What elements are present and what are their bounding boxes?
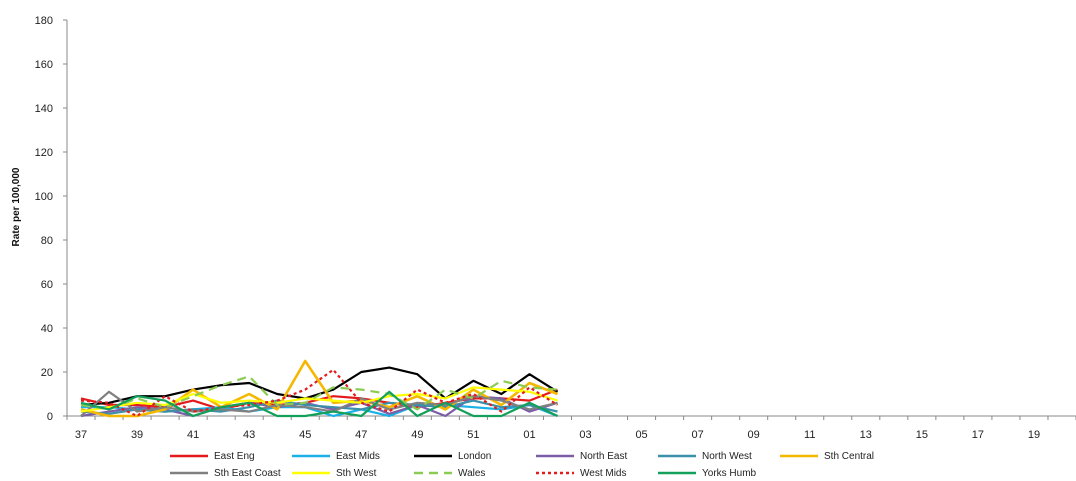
x-tick-label: 39 bbox=[131, 429, 143, 441]
x-tick-label: 43 bbox=[243, 429, 255, 441]
legend-label: West Mids bbox=[580, 468, 627, 479]
legend-label: Wales bbox=[458, 468, 485, 479]
x-tick-label: 37 bbox=[75, 429, 87, 441]
x-tick-label: 01 bbox=[523, 429, 535, 441]
y-tick-label: 0 bbox=[47, 411, 53, 423]
x-tick-label: 15 bbox=[916, 429, 928, 441]
series-line-sth-east-coast bbox=[80, 390, 558, 417]
legend-label: Sth West bbox=[336, 468, 377, 479]
legend-label: North East bbox=[580, 451, 627, 462]
x-tick-label: 45 bbox=[299, 429, 311, 441]
series-line-yorks-humb bbox=[80, 390, 558, 418]
y-tick-label: 20 bbox=[41, 367, 53, 379]
x-tick-label: 03 bbox=[579, 429, 591, 441]
y-axis-label: Rate per 100,000 bbox=[11, 167, 22, 246]
legend-label: London bbox=[458, 451, 491, 462]
legend-label: North West bbox=[702, 451, 752, 462]
x-tick-label: 17 bbox=[972, 429, 984, 441]
y-tick-label: 120 bbox=[35, 147, 53, 159]
y-tick-label: 100 bbox=[35, 191, 53, 203]
series-line-sth-central bbox=[80, 359, 558, 418]
x-tick-label: 13 bbox=[860, 429, 872, 441]
y-tick-label: 60 bbox=[41, 279, 53, 291]
y-tick-label: 40 bbox=[41, 323, 53, 335]
legend-label: Yorks Humb bbox=[702, 468, 757, 479]
x-tick-label: 51 bbox=[467, 429, 479, 441]
x-tick-label: 05 bbox=[635, 429, 647, 441]
x-tick-label: 11 bbox=[804, 429, 815, 441]
y-axis-ticks: 0 20 40 60 80 100 120 140 160 180 bbox=[35, 15, 67, 423]
x-tick-label: 49 bbox=[411, 429, 423, 441]
legend-label: Sth Central bbox=[824, 451, 874, 462]
x-tick-label: 09 bbox=[748, 429, 760, 441]
y-tick-label: 80 bbox=[41, 235, 53, 247]
legend-label: East Eng bbox=[214, 451, 255, 462]
x-tick-label: 41 bbox=[187, 429, 199, 441]
series-layer bbox=[80, 359, 559, 418]
y-tick-label: 180 bbox=[35, 15, 53, 27]
y-tick-label: 140 bbox=[35, 103, 53, 115]
x-tick-label: 19 bbox=[1028, 429, 1040, 441]
x-tick-label: 47 bbox=[355, 429, 367, 441]
legend-label: Sth East Coast bbox=[214, 468, 281, 479]
y-tick-label: 160 bbox=[35, 59, 53, 71]
series-line-wales bbox=[80, 375, 558, 411]
x-tick-label: 07 bbox=[692, 429, 704, 441]
legend: East Eng East Mids London North East North W… bbox=[170, 451, 874, 479]
x-axis-ticks: 37 39 41 43 45 47 49 51 01 03 05 07 09 11 13 15 17 19 bbox=[66, 416, 1076, 441]
legend-label: East Mids bbox=[336, 451, 380, 462]
